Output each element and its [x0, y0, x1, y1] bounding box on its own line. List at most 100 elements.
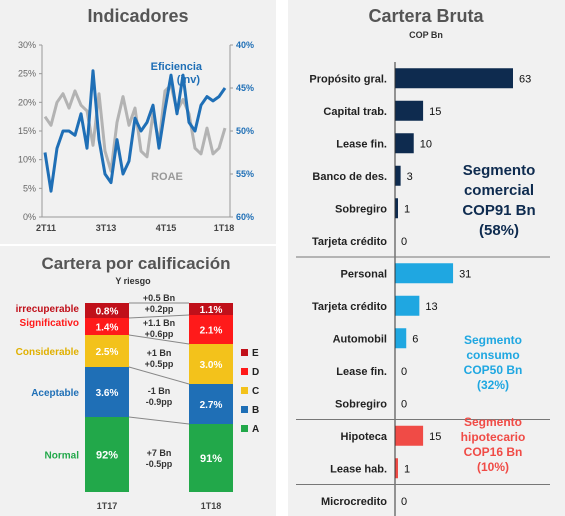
y-left-tick-label: 15%	[18, 126, 36, 136]
legend-swatch-a	[241, 425, 248, 432]
eficiencia-series-line	[43, 69, 227, 193]
x-tick-label: 3T13	[96, 223, 117, 233]
bar-value-label: 6	[412, 333, 418, 345]
change-annotation: +1.1 Bn	[143, 318, 175, 328]
row-label: Banco de des.	[312, 171, 387, 183]
segment-label-comercial: COP91 Bn	[462, 202, 535, 219]
bar-connector-line	[128, 334, 190, 345]
row-label: Sobregiro	[335, 203, 387, 215]
change-annotation: +7 Bn	[147, 448, 172, 458]
x-tick-label: 2T11	[36, 223, 56, 233]
y-right-tick-label: 45%	[236, 83, 254, 93]
indicadores-title: Indicadores	[87, 6, 188, 26]
cartera-bruta-subtitle: COP Bn	[409, 30, 443, 40]
bar	[395, 133, 414, 154]
bar-value-label: 2.5%	[96, 347, 119, 358]
bar	[395, 263, 454, 284]
bar-value-label: 3.0%	[200, 360, 223, 371]
bar-value-label: 1	[404, 463, 410, 475]
legend-label-c: C	[252, 386, 259, 397]
row-label: Personal	[341, 268, 387, 280]
x-tick-label: 4T15	[156, 223, 177, 233]
bar-value-label: 92%	[96, 450, 118, 462]
rating-label: Considerable	[16, 347, 80, 358]
bar	[395, 198, 398, 219]
bar-segment-e	[85, 303, 129, 318]
bar-connector-line	[128, 314, 190, 319]
y-left-tick-label: 25%	[18, 69, 36, 79]
bar-value-label: 1.4%	[96, 323, 119, 334]
bar	[395, 425, 424, 446]
bar-value-label: 2.7%	[200, 400, 223, 411]
category-label: 1T18	[201, 501, 222, 511]
calificacion-chart: Cartera por calificación Y riesgo 92% 91%…	[16, 254, 260, 511]
bar	[395, 165, 401, 186]
row-label: Lease hab.	[330, 463, 387, 475]
bar	[395, 100, 424, 121]
legend-label-d: D	[252, 367, 259, 378]
bar-connector-line	[128, 416, 190, 425]
row-label: Lease fin.	[336, 138, 387, 150]
legend-label-a: A	[252, 424, 259, 435]
row-label: Automobil	[333, 333, 387, 345]
bar-segment-a	[189, 424, 233, 492]
row-label: Sobregiro	[335, 398, 387, 410]
y-left-tick-label: 10%	[18, 155, 36, 165]
change-annotation: +0.6pp	[145, 329, 174, 339]
indicadores-chart: Indicadores 0% 5% 10% 15% 20% 25% 30% 40% 45% 50%…	[18, 6, 254, 233]
category-label: 1T17	[97, 501, 118, 511]
legend-swatch-d	[241, 368, 248, 375]
bar-value-label: 3	[407, 171, 413, 183]
bar-value-label: 1	[404, 203, 410, 215]
segment-label-consumo: (32%)	[477, 378, 509, 392]
rating-label: Aceptable	[31, 388, 79, 399]
bar-segment-c	[85, 335, 129, 367]
bar-value-label: 91%	[200, 453, 222, 465]
row-label: Tarjeta crédito	[312, 236, 387, 248]
segment-label-comercial: (58%)	[479, 222, 519, 239]
segment-label-consumo: consumo	[466, 348, 519, 362]
bar-value-label: 3.6%	[96, 388, 119, 399]
segment-label-hipotecario: COP16 Bn	[464, 445, 523, 459]
y-left-tick-label: 20%	[18, 97, 36, 107]
bar-segment-a	[85, 417, 129, 492]
eficiencia-label: Eficiencia	[151, 61, 203, 73]
change-annotation: +0.5pp	[145, 359, 174, 369]
change-annotation: -1 Bn	[148, 386, 171, 396]
bar-segment-b	[85, 367, 129, 417]
rating-label: irrecuperable	[16, 304, 80, 315]
y-left-tick-label: 5%	[23, 183, 36, 193]
cartera-bruta-panel: Cartera Bruta COP Bn Propósito gral. 63 Ca…	[288, 0, 565, 516]
bar	[395, 328, 407, 349]
legend-swatch-e	[241, 349, 248, 356]
bar-value-label: 13	[425, 301, 437, 313]
change-annotation: -0.5pp	[146, 459, 173, 469]
row-label: Microcredito	[321, 496, 387, 508]
cartera-bruta-title: Cartera Bruta	[368, 6, 484, 26]
calificacion-panel: Cartera por calificación Y riesgo 92% 91%…	[0, 246, 276, 516]
legend-label-b: B	[252, 405, 259, 416]
bar-segment-b	[189, 384, 233, 424]
legend-swatch-c	[241, 387, 248, 394]
cartera-bruta-chart: Cartera Bruta COP Bn Propósito gral. 63Ca…	[296, 6, 550, 516]
segment-label-consumo: Segmento	[464, 333, 522, 347]
roae-series-line	[43, 83, 227, 173]
row-label: Hipoteca	[341, 431, 388, 443]
row-label: Capital trab.	[323, 106, 387, 118]
y-right-tick-label: 40%	[236, 40, 254, 50]
segment-label-comercial: comercial	[464, 182, 534, 199]
bar-value-label: 0	[401, 398, 407, 410]
row-label: Propósito gral.	[309, 73, 387, 85]
bar-value-label: 63	[519, 73, 531, 85]
bar-value-label: 15	[429, 431, 441, 443]
legend-label-e: E	[252, 348, 259, 359]
segment-label-consumo: COP50 Bn	[464, 363, 523, 377]
segment-label-hipotecario: hipotecario	[461, 430, 526, 444]
bar-connector-line	[128, 366, 190, 385]
x-tick-label: 1T18	[214, 223, 235, 233]
bar-value-label: 10	[420, 138, 432, 150]
bar-segment-c	[189, 344, 233, 384]
bar-value-label: 2.1%	[200, 326, 223, 337]
roae-label: ROAE	[151, 171, 183, 183]
bar	[395, 458, 398, 479]
